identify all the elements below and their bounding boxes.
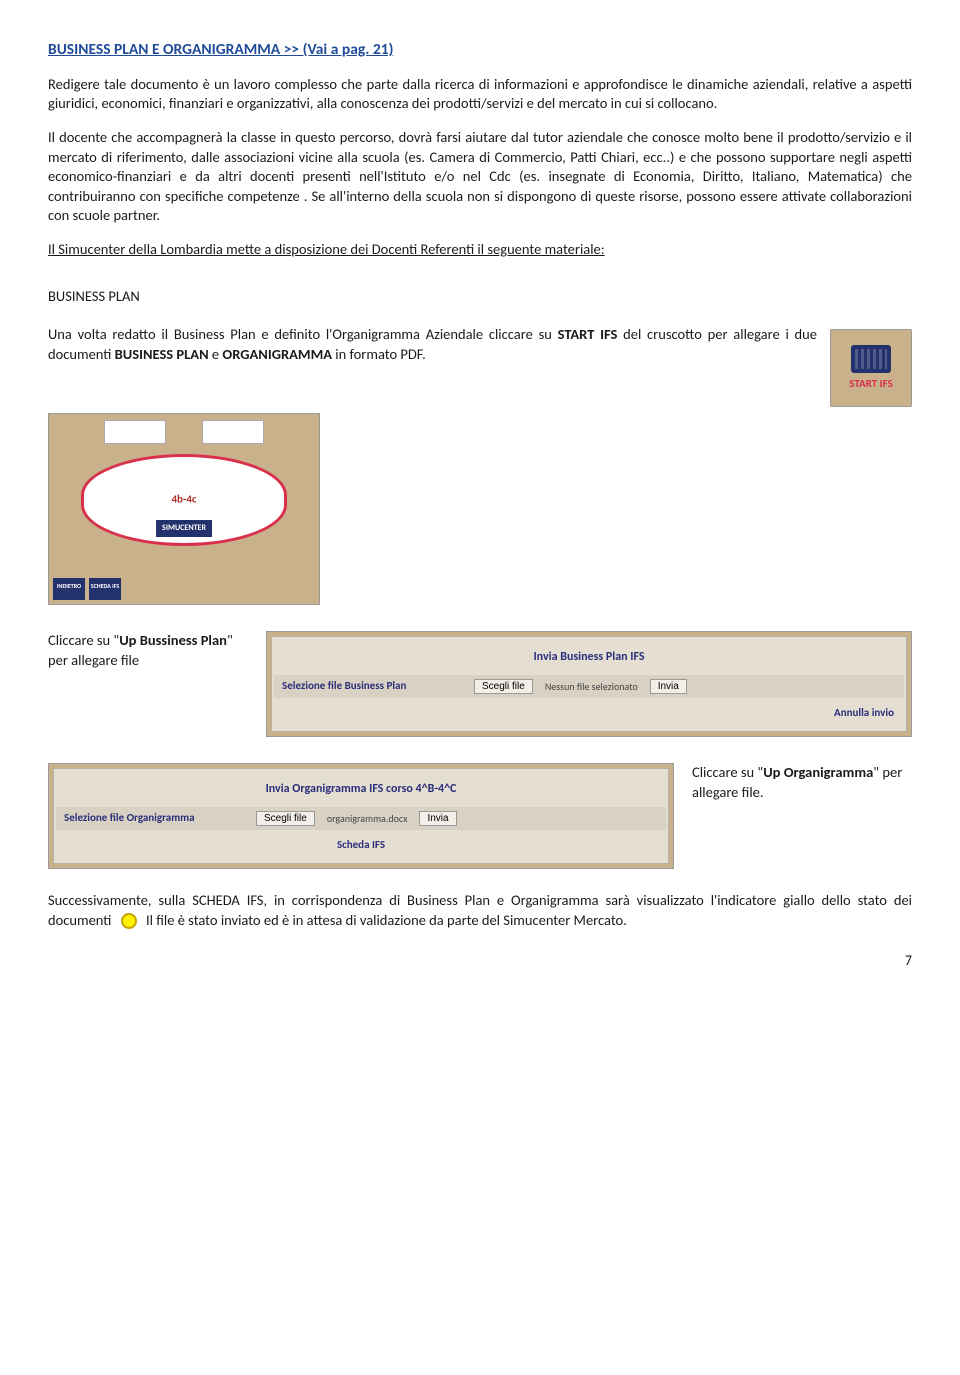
paragraph-2: Il docente che accompagnerà la classe in… bbox=[48, 128, 912, 226]
bp-filename: Nessun file selezionato bbox=[545, 680, 638, 694]
paragraph-3: Il Simucenter della Lombardia mette a di… bbox=[48, 240, 912, 260]
business-plan-upload-panel: Invia Business Plan IFS Selezione file B… bbox=[266, 631, 912, 737]
org-file-label: Selezione file Organigramma bbox=[64, 811, 244, 826]
bp-caption: Cliccare su "Up Bussiness Plan" per alle… bbox=[48, 631, 248, 670]
up-org-icon bbox=[202, 420, 264, 444]
bp-annulla-link[interactable]: Annulla invio bbox=[274, 698, 904, 729]
org-scegli-file-button[interactable]: Scegli file bbox=[256, 811, 315, 826]
bp-invia-button[interactable]: Invia bbox=[650, 679, 687, 694]
paragraph-1: Redigere tale documento è un lavoro comp… bbox=[48, 75, 912, 114]
simucenter-label: SIMUCENTER bbox=[156, 520, 212, 537]
building-icon bbox=[851, 345, 891, 373]
org-caption: Cliccare su "Up Organigramma" per allega… bbox=[692, 763, 912, 802]
step-label: 4b-4c bbox=[171, 493, 196, 508]
bp-scegli-file-button[interactable]: Scegli file bbox=[474, 679, 533, 694]
indietro-button: INDIETRO bbox=[53, 578, 85, 600]
up-bp-icon bbox=[104, 420, 166, 444]
process-diagram: 4b-4c SIMUCENTER INDIETRO SCHEDA IFS bbox=[48, 413, 320, 605]
final-paragraph: Successivamente, sulla SCHEDA IFS, in co… bbox=[48, 891, 912, 930]
bp-file-label: Selezione file Business Plan bbox=[282, 679, 462, 694]
org-filename: organigramma.docx bbox=[327, 812, 408, 826]
yellow-status-dot-icon bbox=[121, 913, 137, 929]
scheda-ifs-button: SCHEDA IFS bbox=[89, 578, 121, 600]
org-invia-button[interactable]: Invia bbox=[419, 811, 456, 826]
org-scheda-link[interactable]: Scheda IFS bbox=[56, 830, 666, 861]
start-ifs-label: START IFS bbox=[849, 377, 892, 392]
start-ifs-badge[interactable]: START IFS bbox=[830, 329, 912, 407]
bp-panel-title: Invia Business Plan IFS bbox=[274, 639, 904, 675]
start-paragraph: Una volta redatto il Business Plan e def… bbox=[48, 325, 817, 364]
title-link[interactable]: BUSINESS PLAN E ORGANIGRAMMA >> (Vai a p… bbox=[48, 40, 393, 59]
page-number: 7 bbox=[48, 952, 912, 971]
organigramma-upload-panel: Invia Organigramma IFS corso 4^B-4^C Sel… bbox=[48, 763, 674, 869]
section-heading: BUSINESS PLAN bbox=[48, 287, 912, 307]
org-panel-title: Invia Organigramma IFS corso 4^B-4^C bbox=[56, 771, 666, 807]
